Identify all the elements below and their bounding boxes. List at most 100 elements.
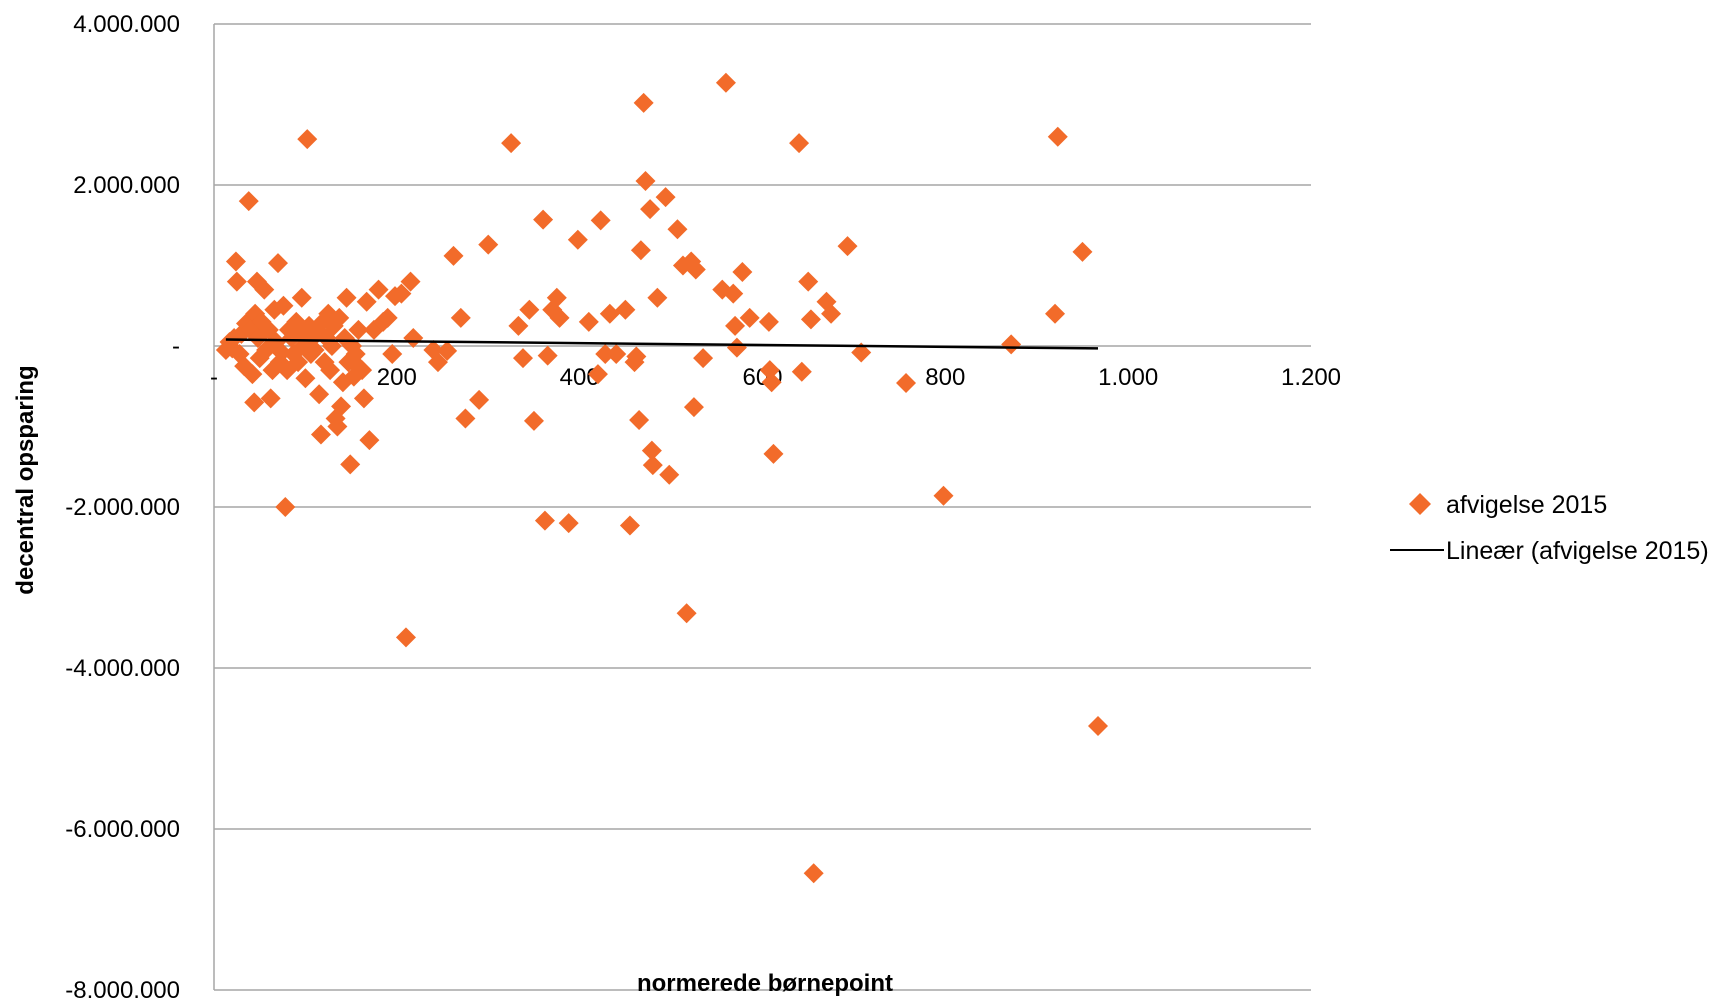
data-point [723, 283, 744, 304]
data-point [238, 191, 259, 212]
data-point [759, 360, 780, 381]
y-tick-label: 2.000.000 [73, 172, 180, 199]
data-point [395, 627, 416, 648]
y-tick-label: -6.000.000 [65, 816, 180, 843]
data-point [642, 455, 663, 476]
data-point [400, 271, 421, 292]
data-point [896, 373, 917, 394]
trendline-path [225, 338, 1099, 350]
data-point [619, 515, 640, 536]
y-tick-label: -8.000.000 [65, 977, 180, 1001]
data-point [240, 319, 261, 340]
data-point [443, 245, 464, 266]
data-point [567, 229, 588, 250]
data-point [273, 295, 294, 316]
y-tick-label: -4.000.000 [65, 655, 180, 682]
data-point [739, 307, 760, 328]
data-point [245, 303, 266, 324]
data-point [763, 443, 784, 464]
data-point [587, 364, 608, 385]
data-point [1045, 303, 1066, 324]
data-point [837, 236, 858, 257]
data-point [683, 397, 704, 418]
data-point [320, 360, 341, 381]
data-point [615, 299, 636, 320]
data-point [469, 389, 490, 410]
legend: afvigelse 2015 Lineær (afvigelse 2015) [1390, 491, 1709, 565]
data-point [291, 287, 312, 308]
data-point [455, 408, 476, 429]
data-point [501, 133, 522, 154]
data-point [599, 303, 620, 324]
data-point [537, 345, 558, 366]
data-point [304, 340, 325, 361]
legend-label-trend: Lineær (afvigelse 2015) [1446, 537, 1709, 565]
data-point [546, 287, 567, 308]
data-point [578, 311, 599, 332]
data-point [726, 337, 747, 358]
data-point [359, 430, 380, 451]
y-tick-label: -2.000.000 [65, 494, 180, 521]
data-point [676, 603, 697, 624]
y-axis-title: decentral opsparing [12, 365, 39, 594]
data-point [647, 287, 668, 308]
data-point [254, 279, 275, 300]
data-point [437, 340, 458, 361]
data-point [725, 315, 746, 336]
data-point [377, 307, 398, 328]
data-point [1001, 334, 1022, 355]
data-point [427, 352, 448, 373]
data-point [242, 364, 263, 385]
data-point [789, 133, 810, 154]
data-point [798, 271, 819, 292]
data-point [382, 344, 403, 365]
data-point [478, 234, 499, 255]
data-point [512, 348, 533, 369]
trendline [225, 338, 1099, 350]
data-point [329, 307, 350, 328]
data-point [761, 372, 782, 393]
data-point [336, 287, 357, 308]
data-point [851, 342, 872, 363]
data-point [1047, 126, 1068, 147]
data-point [732, 261, 753, 282]
legend-label-scatter: afvigelse 2015 [1446, 491, 1607, 519]
data-point [508, 315, 529, 336]
data-point [297, 129, 318, 150]
data-point [310, 424, 331, 445]
data-point [523, 410, 544, 431]
data-point [288, 352, 309, 373]
data-point [655, 187, 676, 208]
data-point [356, 291, 377, 312]
data-point [1072, 241, 1093, 262]
data-point [519, 299, 540, 320]
data-point [633, 92, 654, 113]
data-point [791, 361, 812, 382]
data-point [693, 348, 714, 369]
x-tick-label: - [210, 364, 218, 391]
data-point [629, 410, 650, 431]
data-point [933, 485, 954, 506]
data-point [659, 464, 680, 485]
data-point [275, 497, 296, 517]
data-point [244, 392, 265, 413]
data-point [758, 311, 779, 332]
data-point [595, 344, 616, 365]
data-point [626, 346, 647, 367]
data-point [295, 368, 316, 389]
x-tick-label: 800 [925, 364, 965, 391]
data-point [226, 271, 247, 292]
data-point [1087, 715, 1108, 736]
data-point [353, 388, 374, 409]
data-point [309, 384, 330, 405]
data-point [590, 210, 611, 231]
data-point [331, 396, 352, 417]
data-point [715, 72, 736, 93]
data-point [340, 454, 361, 475]
data-point [549, 307, 570, 328]
data-point [403, 327, 424, 348]
data-point [327, 416, 348, 437]
data-point [352, 360, 373, 381]
data-point [606, 344, 627, 365]
legend-marker-diamond [1409, 493, 1431, 515]
